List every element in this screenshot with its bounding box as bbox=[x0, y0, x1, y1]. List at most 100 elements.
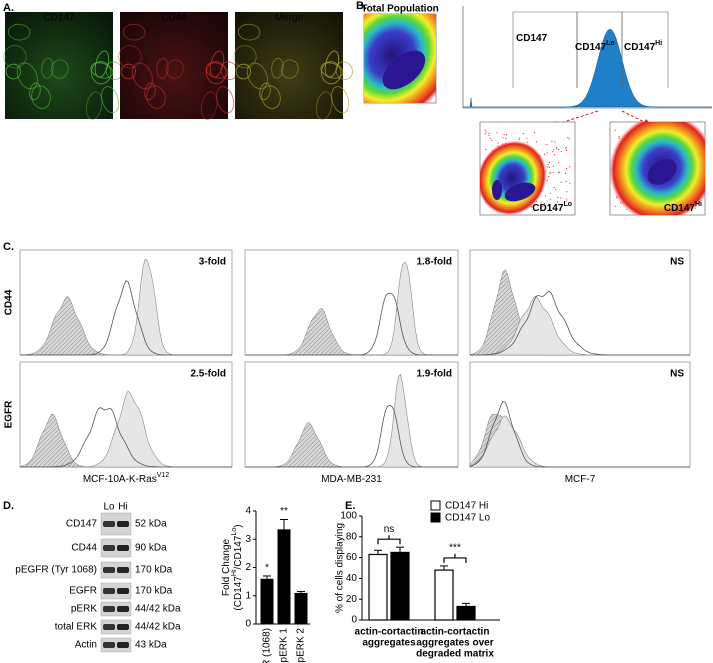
legend-swatch bbox=[430, 512, 441, 523]
x-tick-label: aggregates bbox=[362, 638, 416, 649]
event bbox=[565, 167, 568, 170]
blot bbox=[100, 637, 132, 653]
event bbox=[552, 165, 554, 167]
event bbox=[543, 202, 546, 205]
y-tick-label: 3 bbox=[245, 534, 251, 545]
cell-outline bbox=[335, 61, 353, 80]
band bbox=[117, 588, 129, 594]
event bbox=[557, 172, 559, 174]
y-tick-label: 40 bbox=[346, 573, 358, 584]
event bbox=[485, 131, 487, 133]
significance-bracket bbox=[443, 553, 467, 563]
event bbox=[522, 132, 524, 135]
event bbox=[549, 192, 551, 194]
density-core bbox=[382, 50, 426, 90]
cell-outline bbox=[237, 23, 261, 41]
column-label: MCF-7 bbox=[565, 474, 596, 485]
gate-label: CD147Hi bbox=[624, 40, 662, 52]
event bbox=[527, 141, 529, 143]
blot-label: EGFR bbox=[69, 586, 97, 597]
event bbox=[550, 172, 552, 174]
cell-outline bbox=[233, 45, 257, 69]
event bbox=[505, 134, 508, 136]
cell-outline bbox=[259, 82, 271, 101]
event bbox=[553, 186, 555, 189]
density-core bbox=[492, 180, 502, 200]
cell-outline bbox=[7, 23, 31, 41]
band bbox=[103, 588, 115, 594]
bar bbox=[260, 578, 274, 624]
fold-label: NS bbox=[670, 369, 684, 380]
panel-label: D. bbox=[3, 500, 14, 512]
gate-label: CD147Lo bbox=[575, 40, 615, 52]
gate-label-sup: Hi bbox=[655, 40, 662, 47]
significance: *** bbox=[449, 543, 461, 554]
band bbox=[103, 606, 115, 612]
y-axis-label: (CD147Hi/CD147Lo) bbox=[231, 524, 243, 610]
event bbox=[567, 137, 569, 139]
event bbox=[484, 129, 486, 131]
cell-outline bbox=[122, 23, 146, 41]
event bbox=[556, 201, 559, 203]
cell-outline bbox=[101, 86, 120, 114]
bar bbox=[368, 553, 388, 621]
event bbox=[553, 154, 556, 156]
event bbox=[502, 137, 504, 139]
event bbox=[560, 181, 562, 183]
band bbox=[103, 545, 115, 551]
event bbox=[497, 142, 499, 144]
y-axis-label-sup: Lo bbox=[231, 528, 238, 536]
cell-outline bbox=[216, 86, 235, 114]
event bbox=[536, 141, 538, 143]
significance: ns bbox=[384, 524, 395, 535]
cell-outline bbox=[120, 63, 137, 80]
event bbox=[484, 133, 486, 135]
gate-label-sup: Lo bbox=[606, 40, 615, 47]
event bbox=[491, 139, 493, 141]
fold-label: 1.8-fold bbox=[416, 257, 452, 268]
event bbox=[548, 166, 550, 168]
cell-outline bbox=[320, 61, 342, 85]
x-tick-label: pERK 2 bbox=[296, 628, 307, 663]
event bbox=[554, 141, 556, 143]
blot bbox=[100, 619, 132, 635]
cell-outline bbox=[156, 57, 169, 79]
event bbox=[548, 176, 550, 178]
legend-label: CD147 Lo bbox=[445, 513, 490, 524]
flow-plot bbox=[244, 361, 459, 468]
cell-outline bbox=[16, 62, 38, 90]
column-label-text: MCF-10A-K-Ras bbox=[83, 474, 157, 485]
density-core bbox=[647, 159, 677, 185]
event bbox=[526, 137, 528, 139]
event bbox=[568, 138, 570, 140]
gate-label-text: CD147 bbox=[516, 33, 548, 44]
band bbox=[117, 545, 129, 551]
event bbox=[566, 198, 568, 200]
event bbox=[558, 171, 560, 173]
cell-outline bbox=[144, 82, 156, 101]
bar bbox=[277, 529, 291, 624]
event bbox=[540, 205, 542, 208]
blot-label: pEGFR (Tyr 1068) bbox=[15, 565, 97, 576]
event bbox=[533, 205, 535, 207]
low-histogram bbox=[20, 280, 232, 356]
cell-outline bbox=[131, 62, 153, 90]
low-histogram bbox=[245, 292, 458, 356]
image-label: CD147 bbox=[43, 13, 75, 24]
low-histogram bbox=[469, 400, 690, 468]
event bbox=[558, 148, 560, 151]
band bbox=[117, 521, 129, 527]
density-group bbox=[364, 14, 436, 103]
event bbox=[552, 151, 554, 153]
y-tick-label: 2 bbox=[245, 562, 251, 573]
column-label-text: MCF-7 bbox=[565, 474, 596, 485]
cell-outline bbox=[29, 82, 41, 101]
blot-size: 44/42 kDa bbox=[135, 622, 181, 633]
fold-label: 3-fold bbox=[199, 257, 226, 268]
event bbox=[555, 188, 557, 190]
event bbox=[614, 129, 616, 131]
event bbox=[533, 132, 536, 134]
